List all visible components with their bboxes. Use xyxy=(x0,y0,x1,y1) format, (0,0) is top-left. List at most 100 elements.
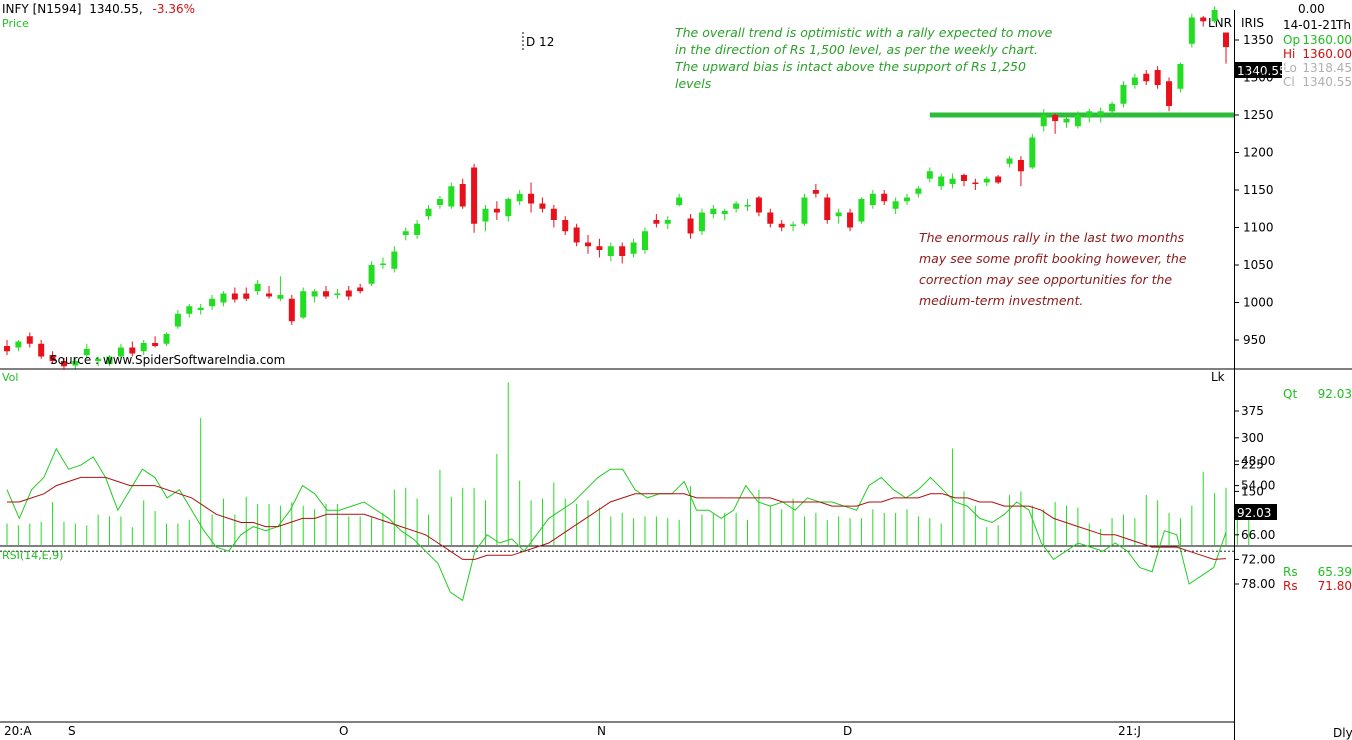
rsi-signal-label: Rs xyxy=(1283,579,1298,593)
lk-label: Lk xyxy=(1211,370,1225,384)
candle xyxy=(710,205,717,219)
candle-body xyxy=(357,287,364,292)
volume-axis-label: 300 xyxy=(1241,431,1264,445)
candle xyxy=(1052,113,1059,134)
candle-body xyxy=(493,208,500,213)
candle-body xyxy=(448,186,455,207)
candle xyxy=(4,340,10,355)
info-close-key: Cl xyxy=(1283,75,1295,89)
candle xyxy=(721,208,728,220)
correction-annotation: The enormous rally in the last two month… xyxy=(919,230,1191,308)
candle-body xyxy=(585,242,592,247)
rsi-axis-label: 66.00 xyxy=(1241,528,1275,542)
date-marker-label: D 12 xyxy=(526,35,554,49)
volume-axis-label: 225 xyxy=(1241,458,1264,472)
candle-body xyxy=(1166,81,1173,106)
candle xyxy=(607,242,614,262)
price-axis-label: 1050 xyxy=(1243,258,1274,272)
candle-body xyxy=(1177,64,1184,89)
candle xyxy=(1097,107,1104,123)
candle-body xyxy=(231,293,238,300)
candle xyxy=(334,289,341,299)
candle-body xyxy=(83,349,90,355)
candle xyxy=(653,214,660,228)
candle-body xyxy=(721,211,728,214)
x-tick-label: 21:J xyxy=(1118,724,1141,738)
candle xyxy=(83,343,90,359)
candle xyxy=(744,199,751,211)
candle xyxy=(493,201,500,220)
candle xyxy=(1086,109,1093,123)
candle-body xyxy=(664,220,671,224)
candle-body xyxy=(528,193,535,204)
candle xyxy=(698,208,705,235)
candle xyxy=(1200,16,1207,27)
candle xyxy=(528,182,535,213)
candle xyxy=(254,280,261,295)
candle-body xyxy=(1074,115,1081,127)
candle-body xyxy=(687,218,694,234)
candle xyxy=(95,356,102,367)
candle-body xyxy=(641,231,648,250)
price-axis-label: 1200 xyxy=(1243,146,1274,160)
candle-body xyxy=(106,356,113,364)
candle-body xyxy=(676,197,683,205)
bullish-annotation: The overall trend is optimistic with a r… xyxy=(675,25,1056,91)
candle xyxy=(778,220,785,232)
candle-body xyxy=(801,197,808,224)
candle xyxy=(755,196,762,217)
candle-body xyxy=(288,298,295,322)
candle-body xyxy=(277,295,284,299)
candle-body xyxy=(391,251,398,269)
info-ohlc-rows: Op 1360.00 Hi 1360.00 Lo 1318.45 Cl 1340… xyxy=(1283,33,1352,89)
candle-body xyxy=(1154,70,1161,85)
candle-body xyxy=(869,193,876,205)
info-top-value: 0.00 xyxy=(1298,2,1325,16)
rsi-axis-label: 72.00 xyxy=(1241,552,1275,566)
candle xyxy=(152,336,159,348)
candle xyxy=(812,184,819,198)
candle-body xyxy=(345,290,352,297)
rsi-signal-line xyxy=(7,476,1227,560)
candle xyxy=(596,238,603,258)
candle-body xyxy=(1188,17,1195,44)
candle xyxy=(26,332,33,348)
candle xyxy=(117,343,124,359)
candle-body xyxy=(812,190,819,194)
candle xyxy=(266,286,273,299)
candle xyxy=(687,214,694,239)
candle-body xyxy=(1052,115,1059,121)
rsi-value-label: Rs xyxy=(1283,565,1298,579)
price-axis-label: 1250 xyxy=(1243,108,1274,122)
correction-annotation-line: correction may see opportunities for the xyxy=(919,272,1172,287)
candle xyxy=(847,208,854,232)
info-day: Th xyxy=(1335,18,1351,32)
change-label: -3.36% xyxy=(153,2,195,16)
candle xyxy=(163,332,170,346)
candle xyxy=(1211,6,1218,23)
price-axis-label: 1150 xyxy=(1243,183,1274,197)
candle-body xyxy=(436,199,443,205)
candle-body xyxy=(379,263,386,265)
candle-body xyxy=(38,343,45,357)
volume-axis-label: 375 xyxy=(1241,404,1264,418)
candle-body xyxy=(550,208,557,220)
volume-panel-label: Vol xyxy=(2,371,18,384)
rsi-panel-label: RSI(14,E,9) xyxy=(2,549,63,562)
source-label: Source : www.SpiderSoftwareIndia.com xyxy=(50,353,285,367)
candle xyxy=(38,340,45,359)
info-low-value: 1318.45 xyxy=(1302,61,1352,75)
rsi-axis-label: 48.00 xyxy=(1241,454,1275,468)
candle xyxy=(129,341,136,357)
candle xyxy=(960,173,967,187)
candle xyxy=(425,205,432,220)
candle-body xyxy=(972,182,979,184)
candle-body xyxy=(1017,160,1024,172)
x-tick-label: S xyxy=(68,724,76,738)
candle xyxy=(550,205,557,228)
candle xyxy=(892,197,899,214)
qt-label: Qt xyxy=(1283,387,1297,401)
candle-body xyxy=(300,291,307,318)
candle-body xyxy=(573,227,580,243)
candle xyxy=(311,289,318,303)
